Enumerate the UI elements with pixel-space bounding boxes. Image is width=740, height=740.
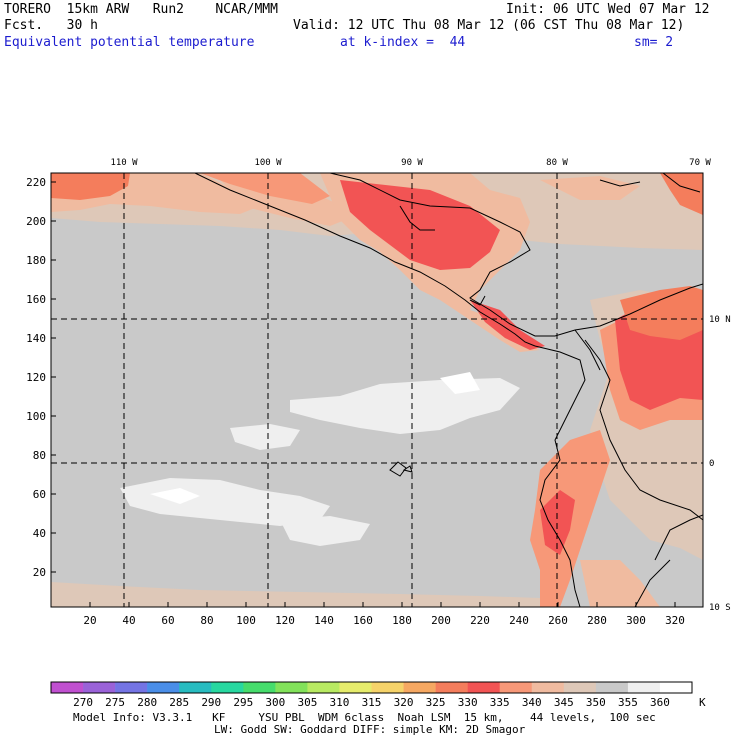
x-tick-label: 60	[161, 614, 174, 627]
colorbar-label: 280	[137, 696, 157, 709]
x-tick-label: 100	[236, 614, 256, 627]
lon-labels: 110 W 100 W 90 W 80 W 70 W	[110, 158, 711, 168]
y-tick-label: 80	[33, 449, 46, 462]
coastlines	[194, 173, 703, 607]
y-tick-label: 40	[33, 527, 46, 540]
physics-info: LW: Godd SW: Goddard DIFF: simple KM: 2D…	[214, 723, 526, 736]
x-tick-label: 180	[392, 614, 412, 627]
colorbar-swatch	[371, 682, 404, 693]
colorbar-label: 345	[554, 696, 574, 709]
y-tick-label: 160	[26, 293, 46, 306]
colorbar-swatch	[627, 682, 661, 693]
lat-label: 10 S	[709, 603, 731, 613]
field-name: Equivalent potential temperature	[4, 35, 255, 50]
colorbar-swatch	[211, 682, 244, 693]
colorbar-swatch	[83, 682, 116, 693]
theta-e-field	[51, 173, 703, 607]
forecast-hour: Fcst. 30 h	[4, 18, 98, 33]
x-tick-label: 220	[470, 614, 490, 627]
colorbar-label: 305	[297, 696, 317, 709]
colorbar-swatch	[307, 682, 340, 693]
colorbar-label: 330	[458, 696, 478, 709]
y-tick-label: 200	[26, 215, 46, 228]
lon-label: 70 W	[689, 158, 711, 168]
colorbar-label: 355	[618, 696, 638, 709]
x-tick-label: 300	[626, 614, 646, 627]
colorbar: 270 275 280 285 290 295 300 305 310 315 320 325 330 3…	[50, 681, 693, 709]
lat-label: 0	[709, 459, 714, 469]
init-time: Init: 06 UTC Wed 07 Mar 12	[506, 2, 710, 17]
colorbar-swatch	[595, 682, 629, 693]
x-tick-label: 260	[548, 614, 568, 627]
x-tick-label: 200	[431, 614, 451, 627]
colorbar-unit: K	[699, 696, 706, 709]
lat-labels: 10 N 0 10 S	[709, 315, 731, 613]
lon-label: 100 W	[254, 158, 282, 168]
x-tick-label: 320	[665, 614, 685, 627]
colorbar-swatch	[403, 682, 436, 693]
colorbar-swatch	[499, 682, 533, 693]
colorbar-label: 350	[586, 696, 606, 709]
colorbar-label: 285	[169, 696, 189, 709]
x-tick-label: 280	[587, 614, 607, 627]
y-tick-label: 100	[26, 410, 46, 423]
colorbar-label: 310	[330, 696, 350, 709]
colorbar-label: 325	[426, 696, 446, 709]
colorbar-swatch	[563, 682, 597, 693]
graticule	[51, 173, 703, 607]
colorbar-label: 300	[265, 696, 285, 709]
colorbar-label: 320	[394, 696, 414, 709]
lat-label: 10 N	[709, 315, 731, 325]
y-tick-label: 180	[26, 254, 46, 267]
colorbar-swatch	[147, 682, 180, 693]
colorbar-swatch	[435, 682, 468, 693]
x-tick-label: 20	[83, 614, 96, 627]
colorbar-swatch	[659, 682, 693, 693]
x-tick-label: 240	[509, 614, 529, 627]
colorbar-label: 335	[490, 696, 510, 709]
y-tick-labels: 220 200 180 160 140 120 100 80 60 40 20	[26, 176, 46, 579]
x-tick-label: 160	[353, 614, 373, 627]
colorbar-label: 275	[105, 696, 125, 709]
colorbar-swatch	[275, 682, 308, 693]
model-title: TORERO 15km ARW Run2 NCAR/MMM	[4, 2, 278, 17]
smoothing-label: sm= 2	[634, 35, 674, 50]
x-tick-label: 40	[122, 614, 135, 627]
colorbar-swatch	[467, 682, 500, 693]
colorbar-label: 295	[233, 696, 253, 709]
colorbar-swatch	[179, 682, 212, 693]
x-tick-label: 80	[200, 614, 213, 627]
colorbar-label: 270	[73, 696, 93, 709]
y-tick-label: 20	[33, 566, 46, 579]
y-tick-label: 140	[26, 332, 46, 345]
colorbar-frame	[50, 681, 693, 694]
lon-label: 110 W	[110, 158, 138, 168]
plot-frame	[50, 172, 704, 608]
valid-time: Valid: 12 UTC Thu 08 Mar 12 (06 CST Thu …	[293, 18, 685, 33]
lon-label: 80 W	[546, 158, 568, 168]
colorbar-swatch	[531, 682, 565, 693]
y-tick-label: 60	[33, 488, 46, 501]
x-tick-label: 120	[275, 614, 295, 627]
level-index: at k-index = 44	[340, 35, 466, 50]
colorbar-label: 340	[522, 696, 542, 709]
axis-ticks	[51, 181, 676, 607]
x-tick-labels: 20 40 60 80 100 120 140 160 180 200 220 …	[83, 614, 685, 627]
y-tick-label: 220	[26, 176, 46, 189]
colorbar-label: 315	[362, 696, 382, 709]
colorbar-swatch	[243, 682, 276, 693]
colorbar-label: 290	[201, 696, 221, 709]
lon-label: 90 W	[401, 158, 423, 168]
colorbar-swatch	[115, 682, 148, 693]
colorbar-swatch	[51, 682, 84, 693]
y-tick-label: 120	[26, 371, 46, 384]
x-tick-label: 140	[314, 614, 334, 627]
colorbar-swatch	[339, 682, 372, 693]
model-info: Model Info: V3.3.1 KF YSU PBL WDM 6class…	[73, 711, 656, 724]
colorbar-label: 360	[650, 696, 670, 709]
